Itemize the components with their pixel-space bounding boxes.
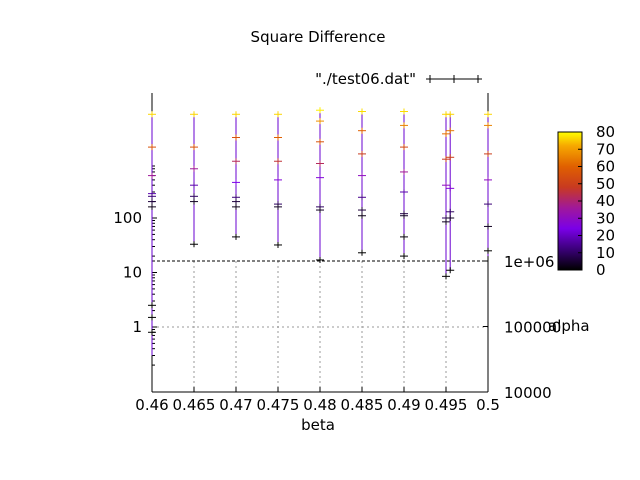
x-tick-label: 0.48 [303, 396, 336, 414]
grid [152, 261, 488, 392]
colorbar-tick-label: 30 [596, 209, 615, 227]
y2-tick-label: 100000 [504, 319, 561, 337]
y-tick-label: 1 [132, 318, 142, 336]
legend-label: "./test06.dat" [315, 70, 416, 88]
colorbar-tick-label: 10 [596, 244, 615, 262]
y2-tick-label: 10000 [504, 384, 552, 402]
x-tick-label: 0.47 [219, 396, 252, 414]
x-axis-label: beta [301, 416, 335, 434]
chart-title: Square Difference [251, 28, 386, 46]
y2-ticks: 10000 100000 1e+06 [483, 253, 561, 402]
colorbar-tick-label: 0 [596, 261, 606, 279]
colorbar-tick-label: 20 [596, 227, 615, 245]
colorbar-tick-label: 40 [596, 192, 615, 210]
y2-tick-label: 1e+06 [504, 253, 554, 271]
x-tick-label: 0.495 [425, 396, 468, 414]
x-tick-label: 0.485 [341, 396, 384, 414]
y-ticks: 1 10 100 [113, 165, 157, 366]
x-ticks: 0.46 0.465 0.47 0.475 0.48 0.485 0.49 0.495 0.5 [135, 387, 500, 414]
data-points [148, 107, 492, 356]
x-tick-label: 0.465 [173, 396, 216, 414]
colorbar-tick-label: 60 [596, 158, 615, 176]
colorbar-tick-label: 50 [596, 175, 615, 193]
x-tick-label: 0.5 [476, 396, 500, 414]
x-tick-label: 0.475 [257, 396, 300, 414]
x-tick-label: 0.49 [387, 396, 420, 414]
colorbar-tick-label: 80 [596, 123, 615, 141]
colorbar-label: alpha [548, 317, 590, 335]
y-tick-label: 10 [123, 264, 142, 282]
colorbar-tick-label: 70 [596, 140, 615, 158]
legend: "./test06.dat" [315, 70, 482, 88]
y-tick-label: 100 [113, 209, 142, 227]
x-tick-label: 0.46 [135, 396, 168, 414]
